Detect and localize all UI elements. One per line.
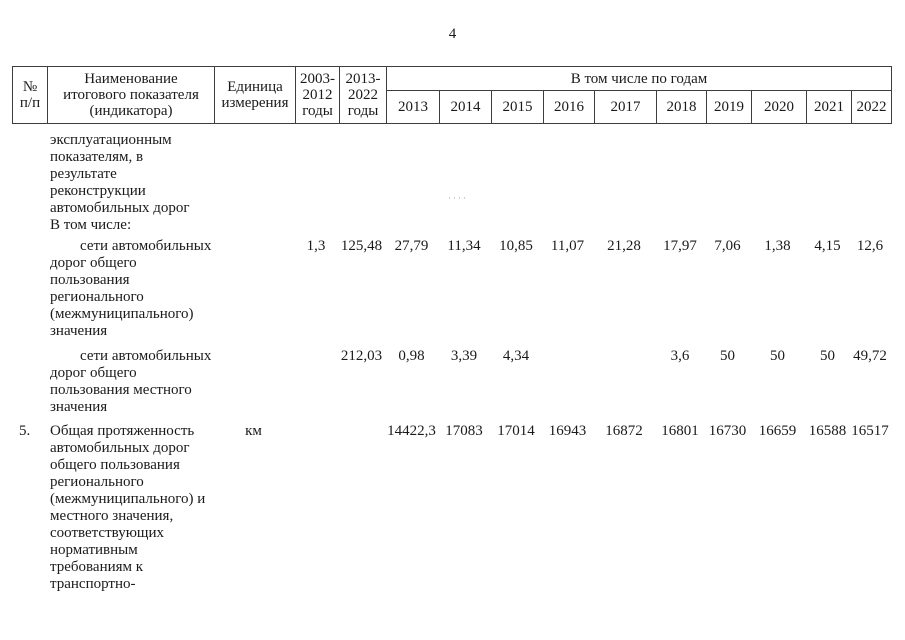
value-2022: 12,6 [856,238,884,254]
header-cell-period-2003-2012: 2003- 2012 годы [295,67,339,123]
value-2022: 16517 [851,423,889,439]
header-cell-year-2020: 2020 [751,91,806,123]
value-2019: 16730 [708,423,747,439]
value-2020: 50 [770,348,785,364]
value-2019: 7,06 [714,238,741,254]
table-row-continuation: эксплуатационным показателям, в результа… [12,132,892,234]
header-cell-year-2015: 2015 [491,91,543,123]
value-2003-2012: 1,3 [306,238,326,254]
header-cell-period-2013-2022: 2013- 2022 годы [339,67,386,123]
indicators-table: № п/п Наименование итогового показателя … [12,66,892,593]
header-cell-year-2013: 2013 [386,91,439,123]
unit-cell: км [245,423,262,439]
header-cell-year-2017: 2017 [594,91,656,123]
value-2015: 10,85 [499,238,533,254]
value-2013: 14422,3 [387,423,436,439]
value-2021: 16588 [808,423,847,439]
value-2021: 4,15 [814,238,841,254]
value-2015: 17014 [497,423,535,439]
value-2018: 3,6 [670,348,690,364]
value-2021: 50 [820,348,835,364]
indicator-name: Общая протяженность автомобильных дорог … [50,423,206,592]
header-cell-year-2019: 2019 [706,91,751,123]
header-cell-year-2014: 2014 [439,91,491,123]
value-2015: 4,34 [502,348,530,364]
row-number: 5. [19,423,31,439]
table-body: эксплуатационным показателям, в результа… [12,132,892,593]
header-cell-year-2021: 2021 [806,91,851,123]
value-2014: 3,39 [450,348,478,364]
value-2016: 16943 [548,423,587,439]
header-cell-year-2018: 2018 [656,91,706,123]
page-number: 4 [448,26,457,42]
header-cell-year-2016: 2016 [543,91,594,123]
value-2017: 16872 [605,423,643,439]
value-2020: 1,38 [764,238,791,254]
value-2013-2022: 212,03 [340,348,383,364]
value-2014: 11,34 [447,238,481,254]
header-cell-year-2022: 2022 [851,91,891,123]
table-row-5-total-length: 5. Общая протяженность автомобильных дор… [12,423,892,593]
table-row-local-roads: сети автомобильных дорог общего пользова… [12,348,892,416]
value-2020: 16659 [758,423,797,439]
header-cell-unit: Единица измерения [214,67,295,123]
value-2014: 17083 [445,423,483,439]
value-2013-2022: 125,48 [340,238,383,254]
value-2017: 21,28 [607,238,641,254]
header-cell-name: Наименование итогового показателя (индик… [47,67,214,123]
indicator-name: сети автомобильных дорог общего пользова… [50,348,212,415]
table-header: № п/п Наименование итогового показателя … [12,66,892,124]
value-2018: 17,97 [663,238,697,254]
value-2022: 49,72 [853,348,887,364]
indicator-name: эксплуатационным показателям, в результа… [50,132,190,233]
header-cell-num: № п/п [19,79,41,111]
value-2013: 0,98 [398,348,425,364]
scan-speck-artifact: ···· [448,193,468,203]
value-2013: 27,79 [394,238,429,254]
value-2019: 50 [720,348,735,364]
indicator-name: сети автомобильных дорог общего пользова… [50,238,212,339]
value-2016: 11,07 [550,238,585,254]
value-2018: 16801 [661,423,699,439]
header-cell-by-years: В том числе по годам [386,67,891,91]
table-row-regional-roads: сети автомобильных дорог общего пользова… [12,238,892,340]
